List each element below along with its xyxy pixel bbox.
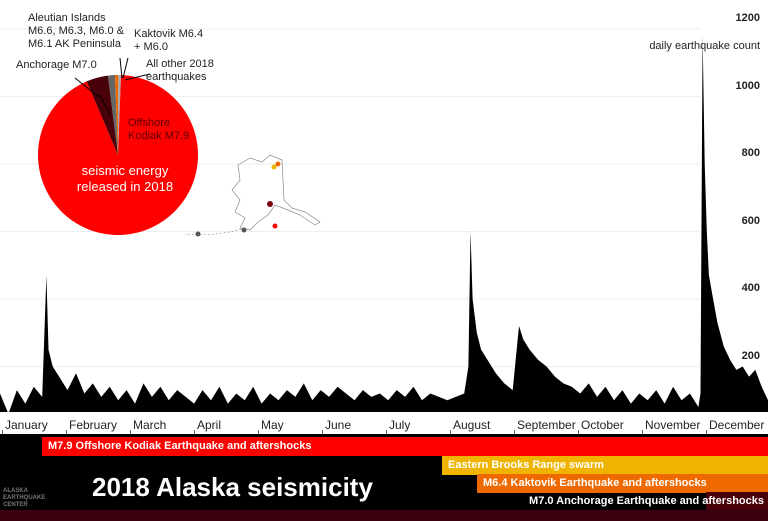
pie-leader-line <box>122 57 129 79</box>
pie-leader-line <box>74 77 101 99</box>
alaska-map <box>184 154 321 237</box>
chart-title: 2018 Alaska seismicity <box>92 472 373 502</box>
pie-label-kodiak: Offshore Kodiak M7.9 <box>128 117 190 142</box>
ak-peninsula-dot <box>241 227 247 233</box>
x-tick-label: March <box>133 418 167 432</box>
kodiak-dot <box>272 223 278 229</box>
x-tick-label: February <box>69 418 118 432</box>
daily-count-area <box>0 35 768 434</box>
pie-label-other: All other 2018 earthquakes <box>146 58 214 83</box>
anchorage-dot <box>267 201 273 207</box>
x-tick-label: August <box>453 418 491 432</box>
kaktovik-dot-2 <box>275 161 281 167</box>
kaktovik-dot <box>271 164 277 170</box>
aleutian-dot <box>195 231 201 237</box>
sequence-bar-kodiak: M7.9 Offshore Kodiak Earthquake and afte… <box>42 437 768 456</box>
pie-label-kaktovik: Kaktovik M6.4 + M6.0 <box>134 28 204 53</box>
y-tick-label: 600 <box>741 214 760 227</box>
x-tick-label: November <box>645 418 701 432</box>
logo: ALASKA EARTHQUAKE CENTER <box>3 488 46 508</box>
x-tick-label: April <box>197 418 222 432</box>
pie-slice <box>114 75 118 155</box>
pie-slice <box>86 75 118 155</box>
y-tick-label: 1200 <box>735 12 760 24</box>
y-tick-label: 400 <box>741 282 760 294</box>
sequence-bar-brooks: Eastern Brooks Range swarm <box>442 456 768 475</box>
pie-slice <box>107 75 118 155</box>
pie-leader-line <box>119 57 123 79</box>
pie-slice <box>118 75 122 155</box>
pie-label-anchorage: Anchorage M7.0 <box>16 59 97 71</box>
x-tick-label: June <box>325 418 352 432</box>
pie-leader-line <box>124 73 151 81</box>
x-tick-label: May <box>261 418 284 432</box>
x-tick-label: October <box>581 418 624 432</box>
pie-slice <box>38 75 199 236</box>
y-tick-label: 200 <box>741 349 760 362</box>
pie-leader-line <box>99 94 111 116</box>
x-tick-label: December <box>709 418 765 432</box>
x-tick-label: July <box>389 418 411 432</box>
pie-label-aleutian: Aleutian Islands M6.6, M6.3, M6.0 & M6.1… <box>28 12 124 50</box>
area-chart <box>0 28 768 434</box>
y-tick-label: 800 <box>741 147 760 159</box>
y-axis-label: daily earthquake count <box>649 40 760 52</box>
sequence-panel: M7.9 Offshore Kodiak Earthquake and afte… <box>0 434 768 521</box>
y-tick-label: 1000 <box>735 79 760 92</box>
pie-center-label: seismic energy released in 2018 <box>76 163 174 194</box>
x-tick-label: September <box>517 418 576 432</box>
x-tick-label: January <box>5 418 48 432</box>
sequence-bar-kaktovik: M6.4 Kaktovik Earthquake and aftershocks <box>477 474 768 493</box>
sequence-bar-anchorage: M7.0 Anchorage Earthquake and aftershock… <box>529 495 764 507</box>
